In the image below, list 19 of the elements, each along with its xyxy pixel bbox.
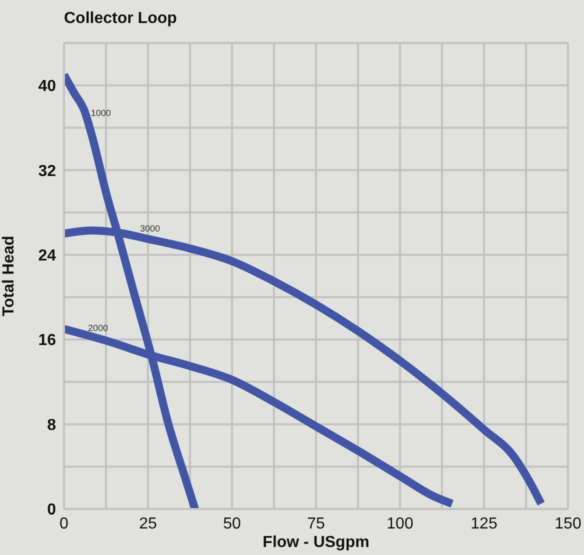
series-label: 3000 — [140, 223, 160, 234]
x-axis-title: Flow - USgpm — [262, 534, 370, 551]
y-axis-title: Total Head — [0, 236, 18, 316]
y-tick-label: 16 — [38, 332, 56, 350]
y-tick-label: 8 — [47, 416, 56, 434]
x-tick-label: 125 — [470, 515, 498, 532]
x-tick-label: 0 — [60, 515, 69, 532]
x-tick-label: 75 — [307, 515, 325, 532]
y-tick-label: 40 — [38, 78, 56, 96]
x-tick-label: 100 — [386, 515, 414, 532]
x-tick-label: 50 — [223, 515, 241, 532]
y-tick-label: 24 — [38, 248, 56, 264]
x-tick-label: 150 — [554, 515, 582, 532]
y-tick-label: 0 — [47, 502, 56, 519]
x-tick-label: 25 — [139, 515, 157, 532]
series-label: 2000 — [88, 322, 108, 333]
y-tick-label: 32 — [38, 162, 56, 180]
series-label: 1000 — [90, 108, 111, 118]
chart-title: Collector Loop — [64, 10, 177, 28]
